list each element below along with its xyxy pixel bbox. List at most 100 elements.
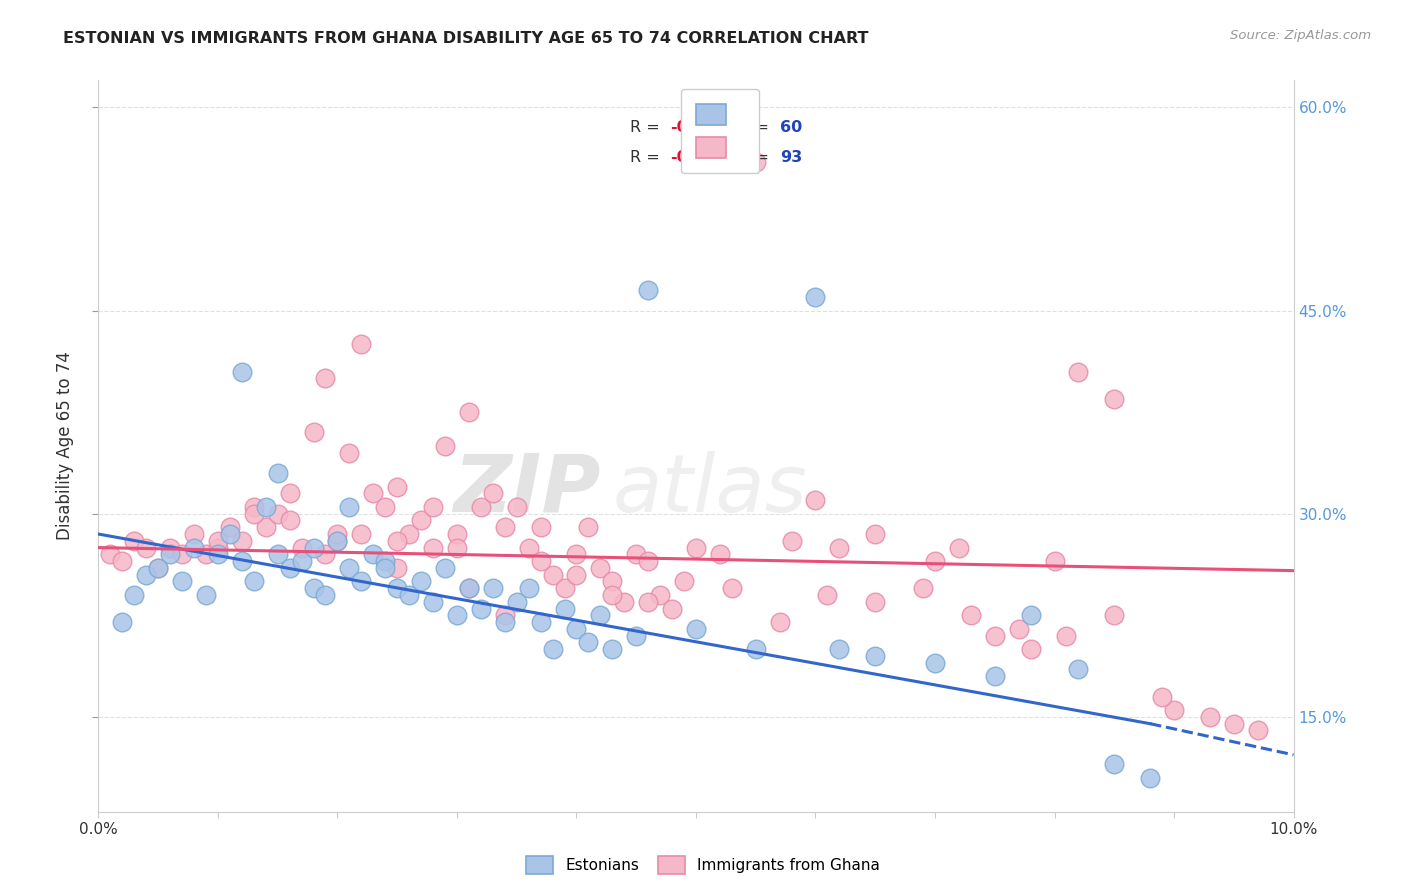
Point	[948, 541, 970, 555]
Point	[374, 561, 396, 575]
Point	[315, 547, 337, 561]
Point	[326, 527, 349, 541]
Point	[565, 622, 588, 636]
Point	[267, 507, 290, 521]
Point	[315, 588, 337, 602]
Point	[1104, 608, 1126, 623]
Point	[984, 629, 1007, 643]
Point	[602, 574, 624, 589]
Point	[709, 547, 731, 561]
Point	[231, 533, 253, 548]
Point	[195, 547, 218, 561]
Point	[159, 547, 181, 561]
Point	[1199, 710, 1222, 724]
Text: 93: 93	[779, 150, 801, 165]
Point	[769, 615, 792, 629]
Point	[865, 595, 887, 609]
Text: 60: 60	[779, 120, 801, 136]
Point	[385, 480, 409, 494]
Point	[1019, 642, 1042, 657]
Point	[924, 554, 946, 568]
Point	[446, 527, 468, 541]
Point	[219, 520, 242, 534]
Point	[637, 283, 659, 297]
Point	[613, 595, 636, 609]
Point	[1163, 703, 1185, 717]
Point	[422, 595, 444, 609]
Point	[685, 541, 707, 555]
Point	[434, 561, 457, 575]
Point	[207, 541, 229, 555]
Text: ESTONIAN VS IMMIGRANTS FROM GHANA DISABILITY AGE 65 TO 74 CORRELATION CHART: ESTONIAN VS IMMIGRANTS FROM GHANA DISABI…	[63, 31, 869, 46]
Point	[243, 507, 266, 521]
Point	[385, 561, 409, 575]
Point	[804, 290, 827, 304]
Point	[554, 601, 576, 615]
Point	[315, 371, 337, 385]
Point	[721, 581, 744, 595]
Point	[541, 567, 564, 582]
Point	[411, 574, 433, 589]
Point	[148, 561, 170, 575]
Point	[350, 527, 373, 541]
Point	[183, 527, 205, 541]
Point	[183, 541, 205, 555]
Point	[446, 541, 468, 555]
Point	[254, 520, 277, 534]
Point	[172, 574, 194, 589]
Legend:  ,  : ,	[681, 88, 759, 173]
Point	[148, 561, 170, 575]
Point	[135, 567, 157, 582]
Point	[578, 635, 600, 649]
Point	[159, 541, 181, 555]
Point	[195, 588, 218, 602]
Point	[302, 581, 325, 595]
Point	[278, 514, 301, 528]
Text: R =: R =	[630, 150, 665, 165]
Point	[815, 588, 838, 602]
Point	[1043, 554, 1066, 568]
Point	[243, 500, 266, 514]
Point	[385, 533, 409, 548]
Point	[243, 574, 266, 589]
Point	[685, 622, 707, 636]
Point	[780, 533, 803, 548]
Point	[374, 500, 396, 514]
Text: N =: N =	[728, 120, 775, 136]
Point	[1054, 629, 1078, 643]
Point	[1008, 622, 1031, 636]
Point	[828, 642, 851, 657]
Point	[339, 446, 361, 460]
Point	[458, 405, 481, 419]
Legend: Estonians, Immigrants from Ghana: Estonians, Immigrants from Ghana	[520, 850, 886, 880]
Point	[865, 648, 887, 663]
Point	[517, 581, 540, 595]
Point	[637, 595, 659, 609]
Point	[589, 608, 612, 623]
Point	[302, 541, 325, 555]
Point	[1019, 608, 1042, 623]
Point	[458, 581, 481, 595]
Point	[481, 486, 505, 500]
Point	[565, 567, 588, 582]
Point	[111, 615, 134, 629]
Point	[1152, 690, 1174, 704]
Point	[291, 554, 314, 568]
Text: -0.227: -0.227	[669, 120, 727, 136]
Point	[411, 514, 433, 528]
Point	[207, 547, 229, 561]
Point	[912, 581, 935, 595]
Text: R =: R =	[630, 120, 665, 136]
Point	[626, 547, 648, 561]
Point	[626, 629, 648, 643]
Point	[326, 533, 349, 548]
Point	[374, 554, 396, 568]
Point	[339, 500, 361, 514]
Point	[1067, 364, 1090, 378]
Point	[124, 588, 146, 602]
Text: ZIP: ZIP	[453, 450, 600, 529]
Text: Source: ZipAtlas.com: Source: ZipAtlas.com	[1230, 29, 1371, 42]
Point	[960, 608, 983, 623]
Point	[278, 561, 301, 575]
Point	[363, 486, 385, 500]
